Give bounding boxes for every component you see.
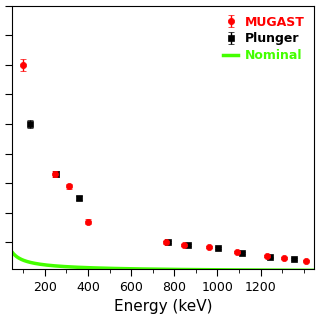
- Nominal: [190, 268, 194, 271]
- Nominal: [305, 268, 309, 272]
- Nominal: [174, 268, 178, 271]
- Nominal: [156, 267, 160, 271]
- Nominal: [154, 267, 158, 271]
- Nominal: [313, 268, 316, 272]
- Legend: MUGAST, Plunger, Nominal: MUGAST, Plunger, Nominal: [220, 12, 308, 66]
- X-axis label: Energy (keV): Energy (keV): [114, 300, 213, 315]
- Line: Nominal: Nominal: [12, 252, 315, 270]
- Nominal: [258, 268, 262, 272]
- Nominal: [11, 251, 14, 254]
